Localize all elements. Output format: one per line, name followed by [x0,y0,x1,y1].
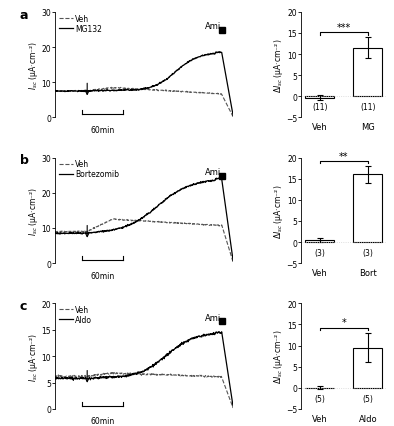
Text: ***: *** [336,23,351,33]
Text: (3): (3) [314,248,325,257]
Veh [112,370,116,375]
Veh [139,372,143,377]
MG132 [137,88,142,93]
Aldo [53,376,58,381]
Text: 60min: 60min [90,126,114,135]
Line: Bortezomib: Bortezomib [55,178,233,261]
Line: MG132: MG132 [55,53,233,116]
Veh [231,260,236,265]
MG132 [218,50,223,55]
Text: (3): (3) [362,248,373,257]
MG132 [199,55,203,60]
Veh [159,220,164,225]
Veh [227,107,232,112]
Aldo [199,334,203,339]
Line: Veh: Veh [55,219,233,262]
Veh [199,91,204,96]
Veh [231,406,236,411]
Veh [159,89,164,94]
Y-axis label: $\Delta I_{sc}$ (µA·cm⁻²): $\Delta I_{sc}$ (µA·cm⁻²) [271,184,284,238]
Veh [53,89,58,94]
Bar [353,348,382,388]
Veh [138,219,142,224]
Aldo [138,369,143,374]
Bortezomib [138,216,143,222]
Veh [231,115,236,120]
Bortezomib [159,201,164,206]
Line: Veh: Veh [55,88,233,118]
Text: (11): (11) [360,103,375,112]
Veh [139,219,143,224]
Aldo [137,370,142,375]
Aldo [159,357,164,362]
MG132 [159,81,164,86]
Veh [227,395,232,400]
Text: a: a [20,9,28,22]
Veh [138,371,142,377]
Veh [149,88,154,93]
MG132 [227,92,232,97]
Text: (5): (5) [314,394,325,403]
Text: Ami: Ami [204,168,221,177]
Veh [112,217,116,222]
Aldo [231,404,236,409]
Bar [353,49,382,97]
Line: Aldo: Aldo [55,332,233,407]
Veh [149,372,154,377]
Y-axis label: $I_{sc}$ (µA·cm⁻²): $I_{sc}$ (µA·cm⁻²) [27,186,40,236]
Veh [149,219,154,225]
Text: (11): (11) [312,103,327,112]
Bar [305,240,334,242]
Y-axis label: $\Delta I_{sc}$ (µA·cm⁻²): $\Delta I_{sc}$ (µA·cm⁻²) [271,38,284,92]
Bortezomib [149,209,154,214]
Legend: Veh, Aldo: Veh, Aldo [59,305,92,324]
Text: **: ** [339,151,349,161]
Line: Veh: Veh [55,373,233,408]
Veh [53,374,58,379]
Bortezomib [227,230,232,236]
Aldo [227,378,232,383]
MG132 [138,87,143,92]
Text: (5): (5) [362,394,373,403]
Veh [110,85,115,90]
Bortezomib [199,180,203,185]
Legend: Veh, Bortezomib: Veh, Bortezomib [59,160,119,179]
Text: Ami: Ami [204,22,221,31]
MG132 [149,85,154,90]
Y-axis label: $I_{sc}$ (µA·cm⁻²): $I_{sc}$ (µA·cm⁻²) [27,332,40,381]
Text: Ami: Ami [204,313,221,322]
Veh [199,373,204,378]
Aldo [219,329,224,334]
Legend: Veh, MG132: Veh, MG132 [59,14,102,34]
Aldo [149,365,154,370]
Text: 60min: 60min [90,416,114,425]
Veh [199,222,204,227]
Bortezomib [216,176,221,181]
Y-axis label: $I_{sc}$ (µA·cm⁻²): $I_{sc}$ (µA·cm⁻²) [27,41,40,90]
Text: *: * [341,318,346,328]
Veh [139,87,143,92]
Veh [159,372,164,377]
Y-axis label: $\Delta I_{sc}$ (µA·cm⁻²): $\Delta I_{sc}$ (µA·cm⁻²) [271,329,284,383]
Veh [138,88,142,93]
Bortezomib [137,218,142,223]
Bortezomib [231,259,236,264]
Veh [227,247,232,252]
Bar [353,175,382,242]
Bortezomib [53,231,58,236]
Veh [53,229,58,234]
Text: b: b [20,154,28,167]
Text: 60min: 60min [90,271,114,280]
Bar [305,97,334,98]
Text: c: c [20,299,27,312]
MG132 [231,114,236,119]
MG132 [53,89,58,94]
